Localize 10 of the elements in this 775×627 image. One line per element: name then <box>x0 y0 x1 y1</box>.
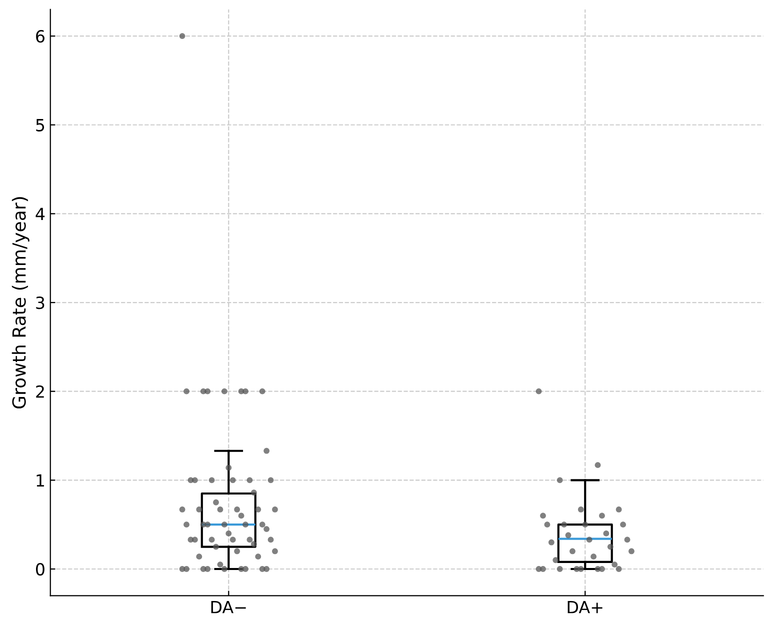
y-tick-label: 5 <box>36 119 44 132</box>
y-tick-label: 1 <box>36 474 44 487</box>
y-tick-label: 3 <box>36 296 44 310</box>
y-tick-label: 6 <box>36 30 44 43</box>
x-tick-label: DA+ <box>568 601 602 614</box>
y-axis-title: Growth Rate (mm/year) <box>12 197 30 408</box>
x-tick-label: DA− <box>211 601 246 614</box>
y-tick-label: 0 <box>36 562 44 576</box>
y-tick-label: 4 <box>36 208 45 220</box>
y-tick-label: 2 <box>36 385 44 398</box>
